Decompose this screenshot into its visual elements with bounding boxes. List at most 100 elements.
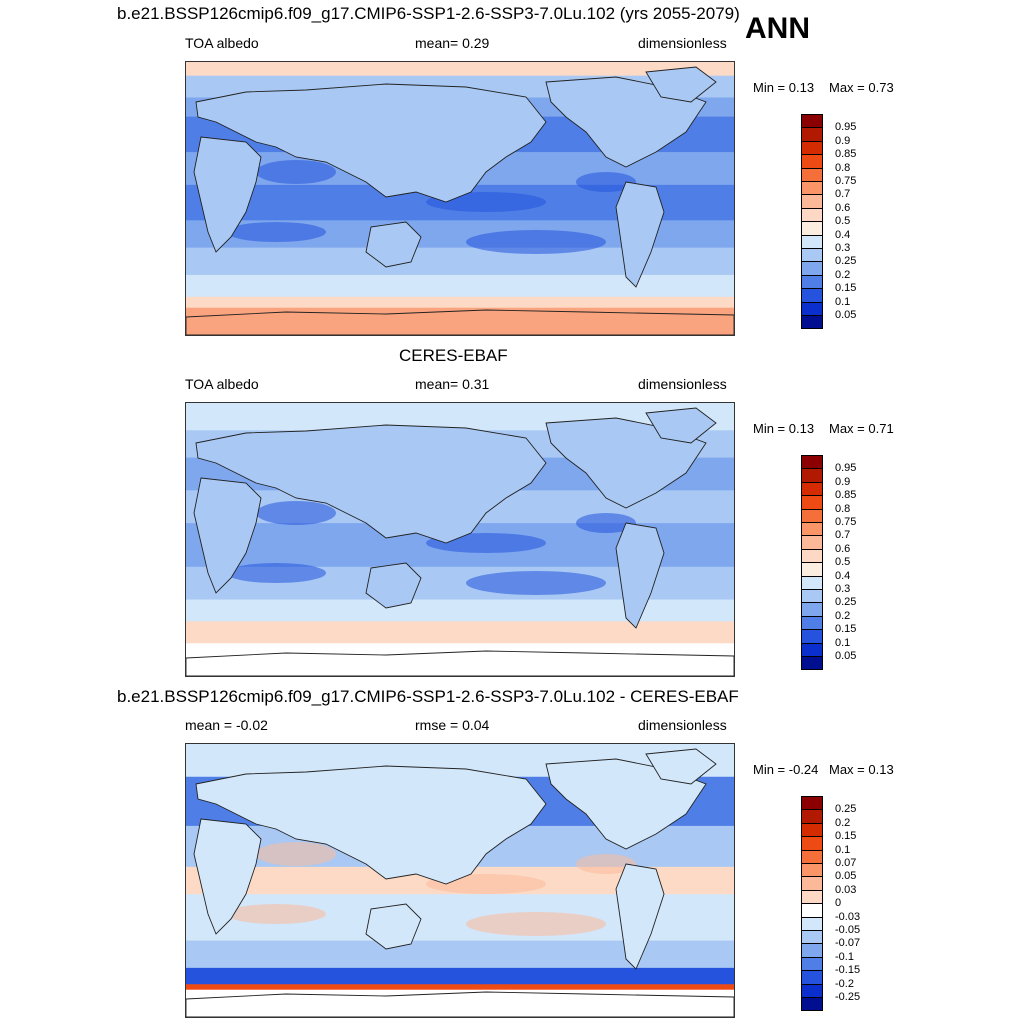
colorbar-swatch [801, 930, 823, 945]
colorbar-swatch [801, 508, 823, 523]
field-band [186, 296, 734, 309]
colorbar-tick-label: 0.95 [835, 121, 857, 134]
colorbar-tick-label: -0.05 [835, 924, 861, 936]
coastline-south-america [615, 863, 665, 970]
colorbar-tick-label: 0.4 [835, 228, 851, 241]
colorbar-swatch [801, 301, 823, 316]
colorbar-tick-label: 0.1 [835, 636, 851, 649]
colorbar-swatch [801, 274, 823, 290]
mean-label: mean = -0.02 [185, 717, 268, 733]
colorbar-swatch [801, 127, 823, 142]
min-label: Min = 0.13 [753, 80, 815, 95]
colorbar-tick-label: 0.15 [835, 623, 857, 636]
coastline-africa [193, 136, 262, 253]
variable-label: TOA albedo [185, 376, 259, 392]
map-plot [185, 743, 735, 1018]
colorbar-swatch [801, 207, 823, 223]
colorbar-tick-label: -0.25 [835, 991, 861, 1003]
colorbar-swatch [801, 248, 823, 263]
colorbar-swatch [801, 809, 823, 824]
coastline-africa [193, 818, 262, 935]
colorbar-swatch [801, 288, 823, 303]
coastline-australia [365, 903, 422, 950]
colorbar-tick-label: 0.7 [835, 529, 851, 542]
field-anomaly [466, 912, 606, 936]
field-anomaly [226, 222, 326, 242]
colorbar-tick-label: 0.15 [835, 282, 857, 295]
coastline-australia [365, 221, 422, 268]
colorbar-swatch [801, 575, 823, 590]
colorbar-swatch [801, 983, 823, 998]
colorbar-swatch [801, 455, 823, 470]
colorbar-tick-label: 0.15 [835, 830, 857, 843]
colorbar-tick-label: 0.7 [835, 188, 851, 201]
coastline-antarctica [186, 991, 734, 1017]
colorbar-swatch [801, 903, 823, 918]
colorbar-swatch [801, 468, 823, 483]
colorbar-swatch [801, 943, 823, 958]
colorbar-swatch [801, 836, 823, 851]
colorbar-tick-label: 0.3 [835, 583, 851, 595]
map-svg [186, 744, 734, 1017]
colorbar-tick-label: 0.1 [835, 843, 851, 856]
colorbar-swatch [801, 548, 823, 564]
coastline-antarctica [186, 309, 734, 335]
coastline-greenland [645, 407, 717, 444]
colorbar-swatch [801, 221, 823, 236]
field-anomaly [576, 854, 636, 874]
colorbar-tick-label: 0.2 [835, 609, 851, 622]
units-label: dimensionless [638, 376, 727, 392]
colorbar-tick-label: 0.6 [835, 201, 851, 214]
field-band [186, 940, 734, 969]
colorbar-tick-label: 0.25 [835, 803, 857, 816]
field-band [186, 274, 734, 298]
field-band [186, 62, 734, 77]
field-anomaly [576, 513, 636, 533]
colorbar-swatch [801, 154, 823, 169]
coastline-south-america [615, 522, 665, 629]
colorbar-swatch [801, 562, 823, 577]
colorbar-tick-label: 0.05 [835, 650, 857, 662]
colorbar-tick-label: 0.4 [835, 569, 851, 582]
panel-title: CERES-EBAF [399, 346, 508, 365]
max-label: Max = 0.73 [829, 80, 894, 95]
panel-title: b.e21.BSSP126cmip6.f09_g17.CMIP6-SSP1-2.… [117, 687, 739, 706]
colorbar: 0.95 0.9 0.85 0.8 0.75 0.7 0.6 0.5 0.4 0.3 0.25 0.2… [801, 455, 901, 671]
colorbar-swatch [801, 970, 823, 985]
colorbar-tick-label: -0.2 [835, 977, 854, 990]
colorbar-swatch [801, 589, 823, 604]
colorbar-tick-label: 0.6 [835, 542, 851, 555]
field-band [186, 247, 734, 276]
colorbar-swatch [801, 602, 823, 617]
colorbar-swatch [801, 167, 823, 182]
coastline-australia [365, 562, 422, 609]
colorbar-swatch [801, 876, 823, 891]
max-label: Max = 0.71 [829, 421, 894, 436]
colorbar-swatch [801, 114, 823, 129]
coastline-greenland [645, 66, 717, 103]
colorbar-tick-label: 0.5 [835, 215, 851, 228]
colorbar-tick-label: 0.2 [835, 268, 851, 281]
colorbar-swatch [801, 495, 823, 510]
colorbar-tick-label: 0.25 [835, 596, 857, 609]
colorbar-tick-label: 0.9 [835, 475, 851, 488]
panel-title: b.e21.BSSP126cmip6.f09_g17.CMIP6-SSP1-2.… [117, 4, 740, 23]
colorbar-tick-label: 0.85 [835, 489, 857, 502]
colorbar-swatch [801, 194, 823, 209]
colorbar-swatch [801, 535, 823, 550]
coastline-antarctica [186, 650, 734, 676]
field-band [186, 621, 734, 644]
colorbar-tick-label: 0.03 [835, 883, 857, 896]
colorbar-swatch [801, 261, 823, 276]
colorbar-swatch [801, 863, 823, 878]
colorbar-tick-label: -0.03 [835, 910, 861, 923]
units-label: dimensionless [638, 35, 727, 51]
rmse-label: rmse = 0.04 [415, 717, 490, 733]
mean-label: mean= 0.31 [415, 376, 490, 392]
coastline-asia-europe [195, 765, 547, 885]
field-anomaly [576, 172, 636, 192]
colorbar-swatch [801, 997, 823, 1012]
max-label: Max = 0.13 [829, 762, 894, 777]
colorbar-tick-label: 0.8 [835, 161, 851, 174]
colorbar-swatch [801, 642, 823, 657]
